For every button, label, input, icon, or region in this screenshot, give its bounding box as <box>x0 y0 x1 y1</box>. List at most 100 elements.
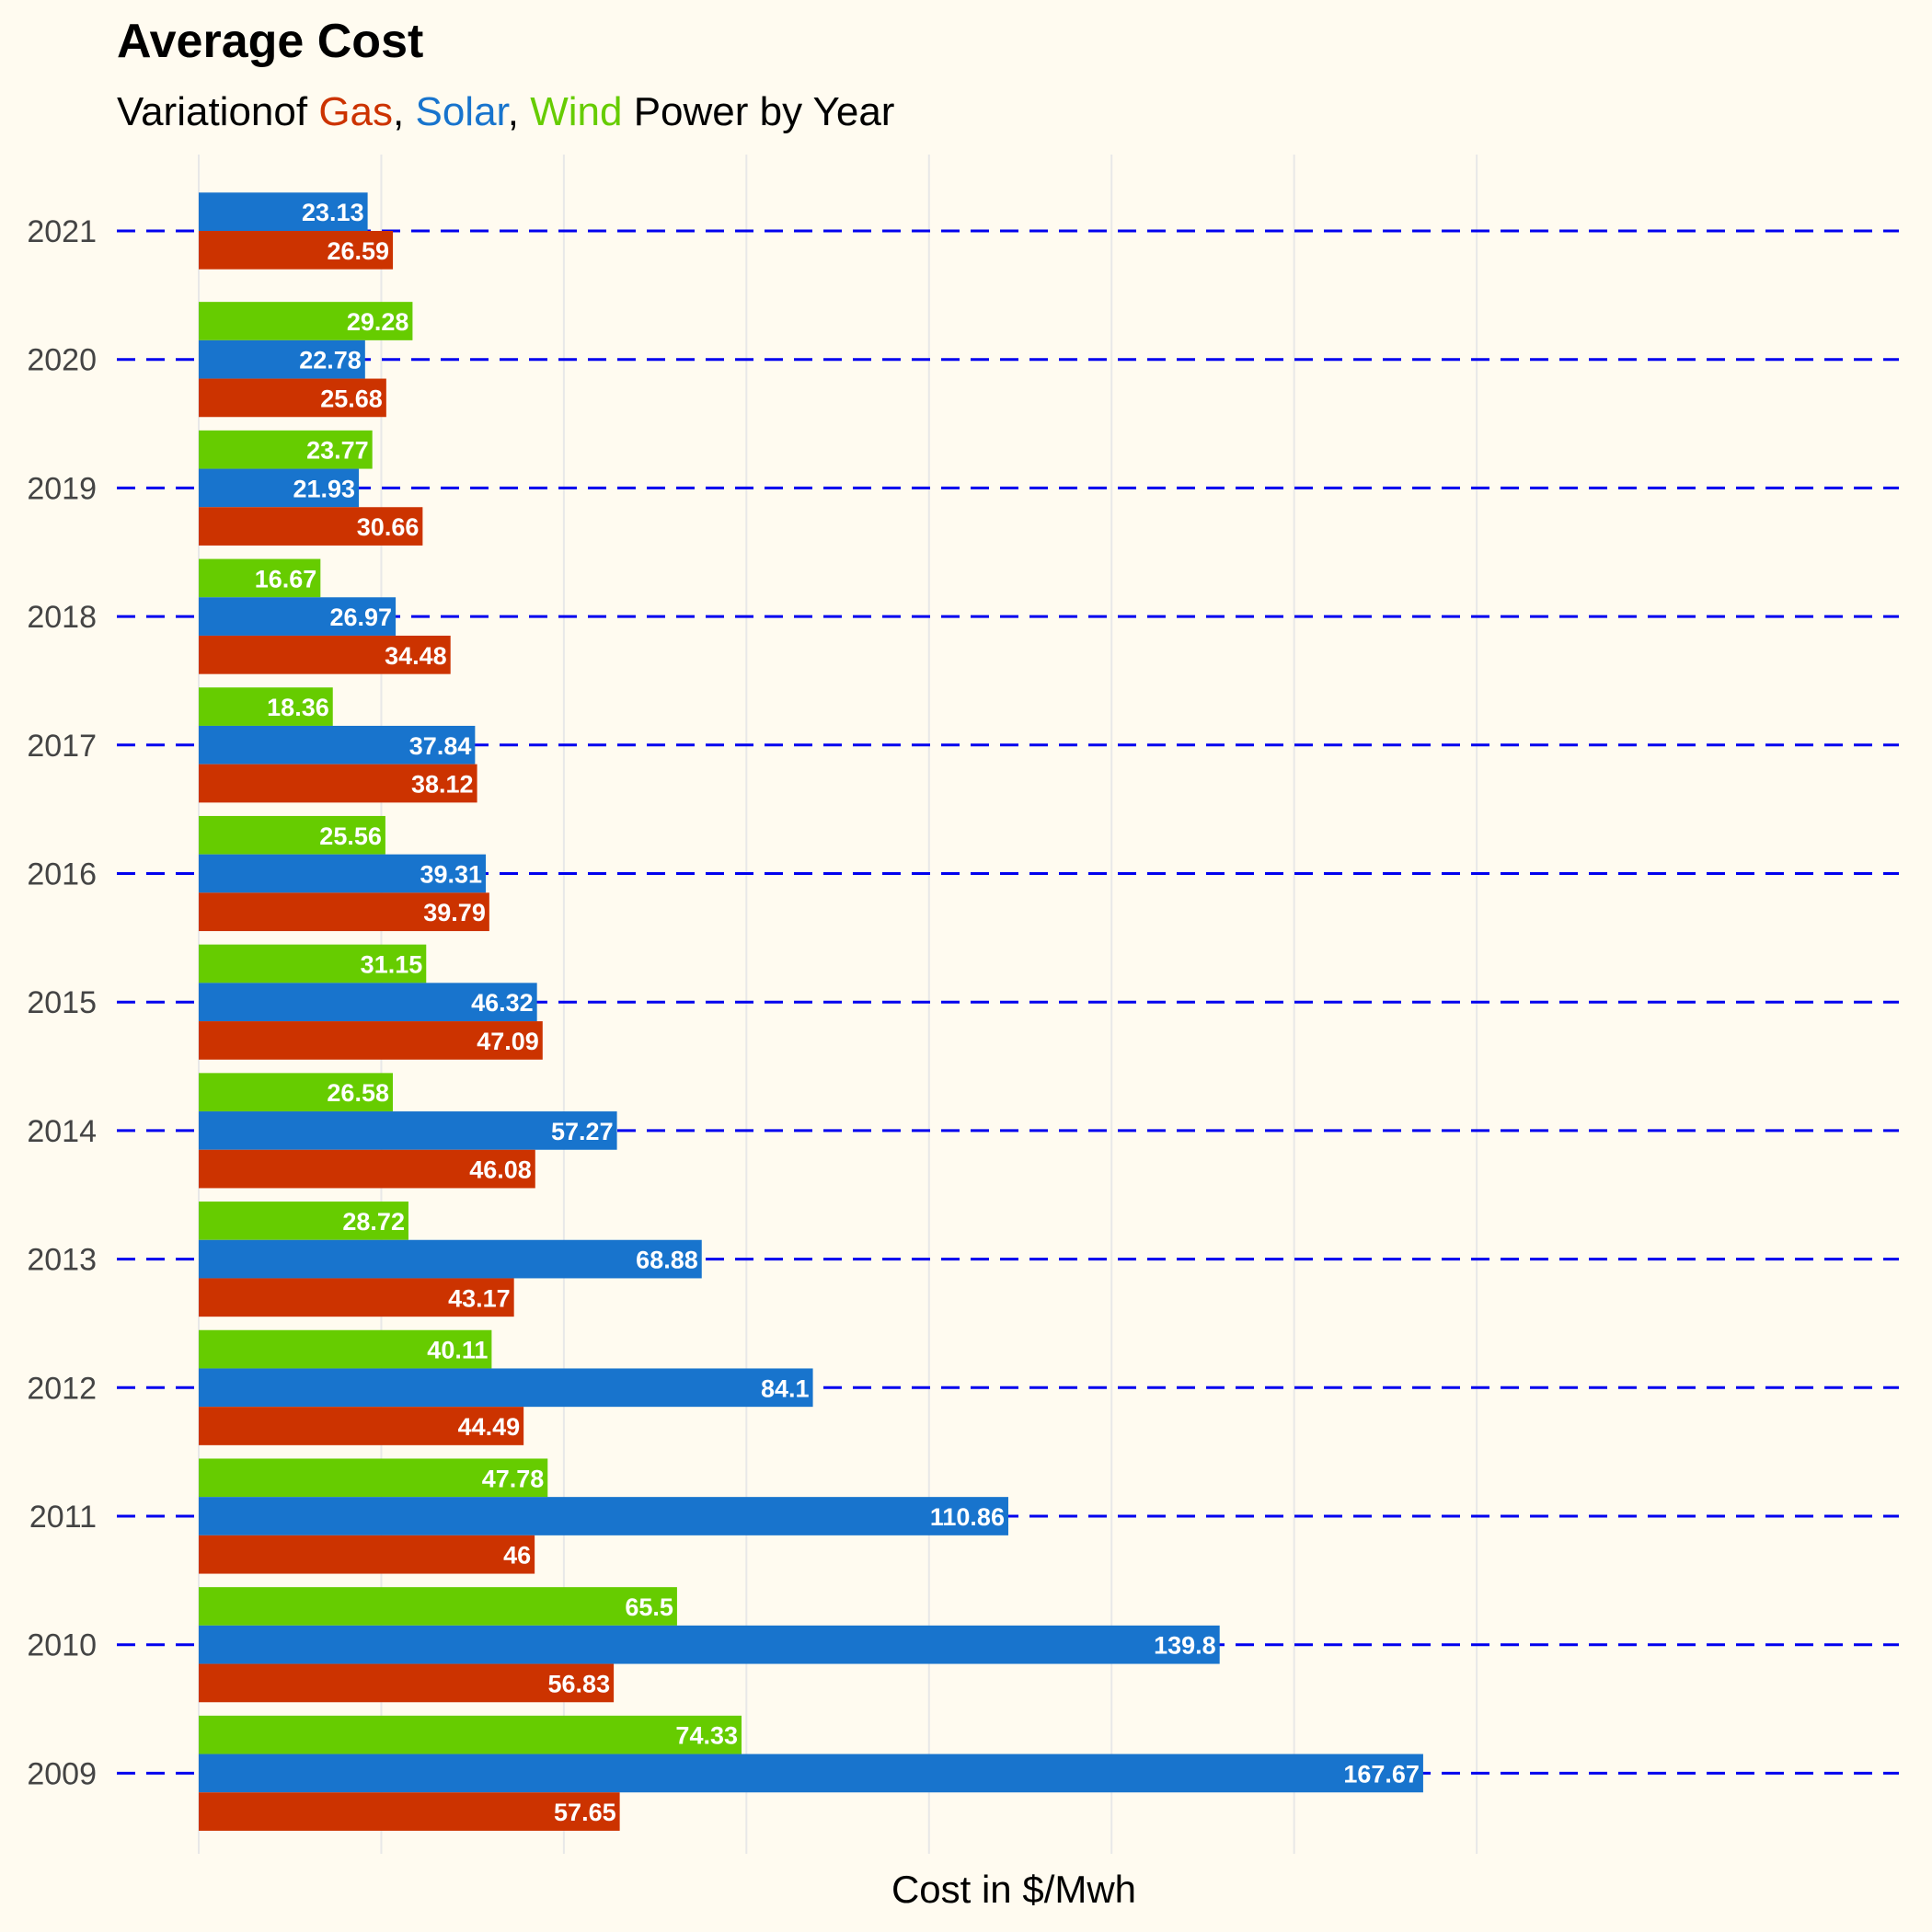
data-label: 110.86 <box>930 1503 1005 1531</box>
bar-wind <box>199 302 413 340</box>
y-tick-label: 2021 <box>27 214 97 249</box>
data-label: 31.15 <box>361 951 423 979</box>
data-label: 26.58 <box>327 1079 389 1107</box>
bar-wind <box>199 687 333 726</box>
bar-solar <box>199 1239 702 1279</box>
bar-solar <box>199 339 365 379</box>
x-axis-label: Cost in $/Mwh <box>891 1868 1136 1911</box>
data-label: 56.83 <box>548 1670 611 1697</box>
data-label: 68.88 <box>636 1247 698 1274</box>
bar-wind <box>199 558 321 598</box>
bar-gas <box>199 1792 620 1831</box>
data-label: 65.5 <box>625 1593 673 1621</box>
bar-wind <box>199 1458 548 1498</box>
data-label: 57.65 <box>554 1799 616 1826</box>
chart-subtitle: Variationof Gas, Solar, Wind Power by Ye… <box>117 89 894 134</box>
bar-gas <box>199 764 477 803</box>
data-label: 34.48 <box>385 642 447 670</box>
bar-wind <box>199 1202 408 1240</box>
bar-solar <box>199 192 368 231</box>
data-label: 23.77 <box>306 437 369 465</box>
subtitle-part: Gas <box>318 89 393 134</box>
data-label: 43.17 <box>448 1284 511 1312</box>
y-tick-label: 2016 <box>27 857 97 892</box>
data-label: 29.28 <box>347 308 409 336</box>
data-label: 57.27 <box>551 1118 614 1145</box>
subtitle-part: , <box>393 89 415 134</box>
bar-gas <box>199 892 489 932</box>
data-label: 16.67 <box>255 565 317 592</box>
subtitle-part: , <box>508 89 530 134</box>
data-label: 26.59 <box>327 237 389 265</box>
bar-solar <box>199 854 487 893</box>
bar-gas <box>199 1663 615 1703</box>
y-tick-label: 2020 <box>27 343 97 378</box>
bar-wind <box>199 430 373 469</box>
data-label: 167.67 <box>1343 1760 1420 1788</box>
data-label: 46.08 <box>469 1156 532 1184</box>
bars <box>199 192 1423 1831</box>
bar-solar <box>199 1368 813 1408</box>
data-label: 18.36 <box>267 694 329 721</box>
data-label: 139.8 <box>1154 1632 1216 1660</box>
data-label: 74.33 <box>675 1722 738 1750</box>
data-label: 21.93 <box>293 475 355 502</box>
bar-gas <box>199 1021 543 1060</box>
data-label: 30.66 <box>357 513 420 541</box>
bar-gas <box>199 635 451 674</box>
bar-wind <box>199 944 427 983</box>
y-tick-label: 2018 <box>27 600 97 635</box>
data-label: 37.84 <box>409 732 472 760</box>
bar-solar <box>199 1111 617 1150</box>
bar-solar <box>199 1754 1423 1793</box>
data-label: 38.12 <box>411 771 474 799</box>
y-tick-label: 2010 <box>27 1628 97 1663</box>
bar-wind <box>199 1329 492 1369</box>
data-label: 26.97 <box>330 604 393 631</box>
data-label: 23.13 <box>302 199 364 226</box>
data-label: 46.32 <box>471 989 534 1017</box>
subtitle-part: Power by Year <box>622 89 894 134</box>
bar-gas <box>199 1149 535 1189</box>
data-label: 22.78 <box>299 347 362 374</box>
bar-gas <box>199 1278 514 1317</box>
data-labels: 23.13 26.59 29.28 22.78 25.68 23.77 21.9330.66… <box>255 199 1420 1826</box>
data-label: 46 <box>503 1542 531 1570</box>
bar-solar <box>199 983 537 1022</box>
bar-solar <box>199 597 397 636</box>
bar-wind <box>199 815 385 855</box>
bar-solar <box>199 1497 1008 1535</box>
data-label: 25.68 <box>320 385 383 412</box>
y-tick-label: 2009 <box>27 1756 97 1791</box>
bar-gas <box>199 231 394 270</box>
y-axis-ticks: 2021 2020 2019 2018 2017 2016 2015 2014 2013 2012… <box>27 214 97 1791</box>
bar-wind <box>199 1715 742 1754</box>
data-label: 84.1 <box>761 1374 810 1402</box>
bar-wind <box>199 1073 393 1112</box>
data-label: 47.09 <box>477 1028 539 1055</box>
data-label: 28.72 <box>342 1208 405 1236</box>
y-tick-label: 2013 <box>27 1243 97 1278</box>
bar-gas <box>199 1535 535 1574</box>
data-label: 44.49 <box>458 1413 521 1441</box>
chart-title: Average Cost <box>117 15 423 68</box>
grid <box>198 155 1478 1854</box>
bar-solar <box>199 468 360 508</box>
data-label: 47.78 <box>482 1465 545 1492</box>
bar-solar <box>199 725 476 765</box>
y-tick-label: 2011 <box>29 1500 97 1535</box>
data-label: 39.31 <box>420 861 482 889</box>
subtitle-part: of <box>273 89 318 134</box>
bar-solar <box>199 1625 1220 1664</box>
subtitle-part: Variation <box>117 89 273 134</box>
y-tick-label: 2015 <box>27 985 97 1020</box>
subtitle-part: Solar <box>415 89 509 134</box>
subtitle-part: Wind <box>530 89 622 134</box>
data-label: 39.79 <box>423 899 486 926</box>
y-tick-label: 2017 <box>27 729 97 764</box>
data-label: 40.11 <box>427 1337 488 1364</box>
y-tick-label: 2014 <box>27 1114 97 1149</box>
y-tick-label: 2012 <box>27 1371 97 1406</box>
